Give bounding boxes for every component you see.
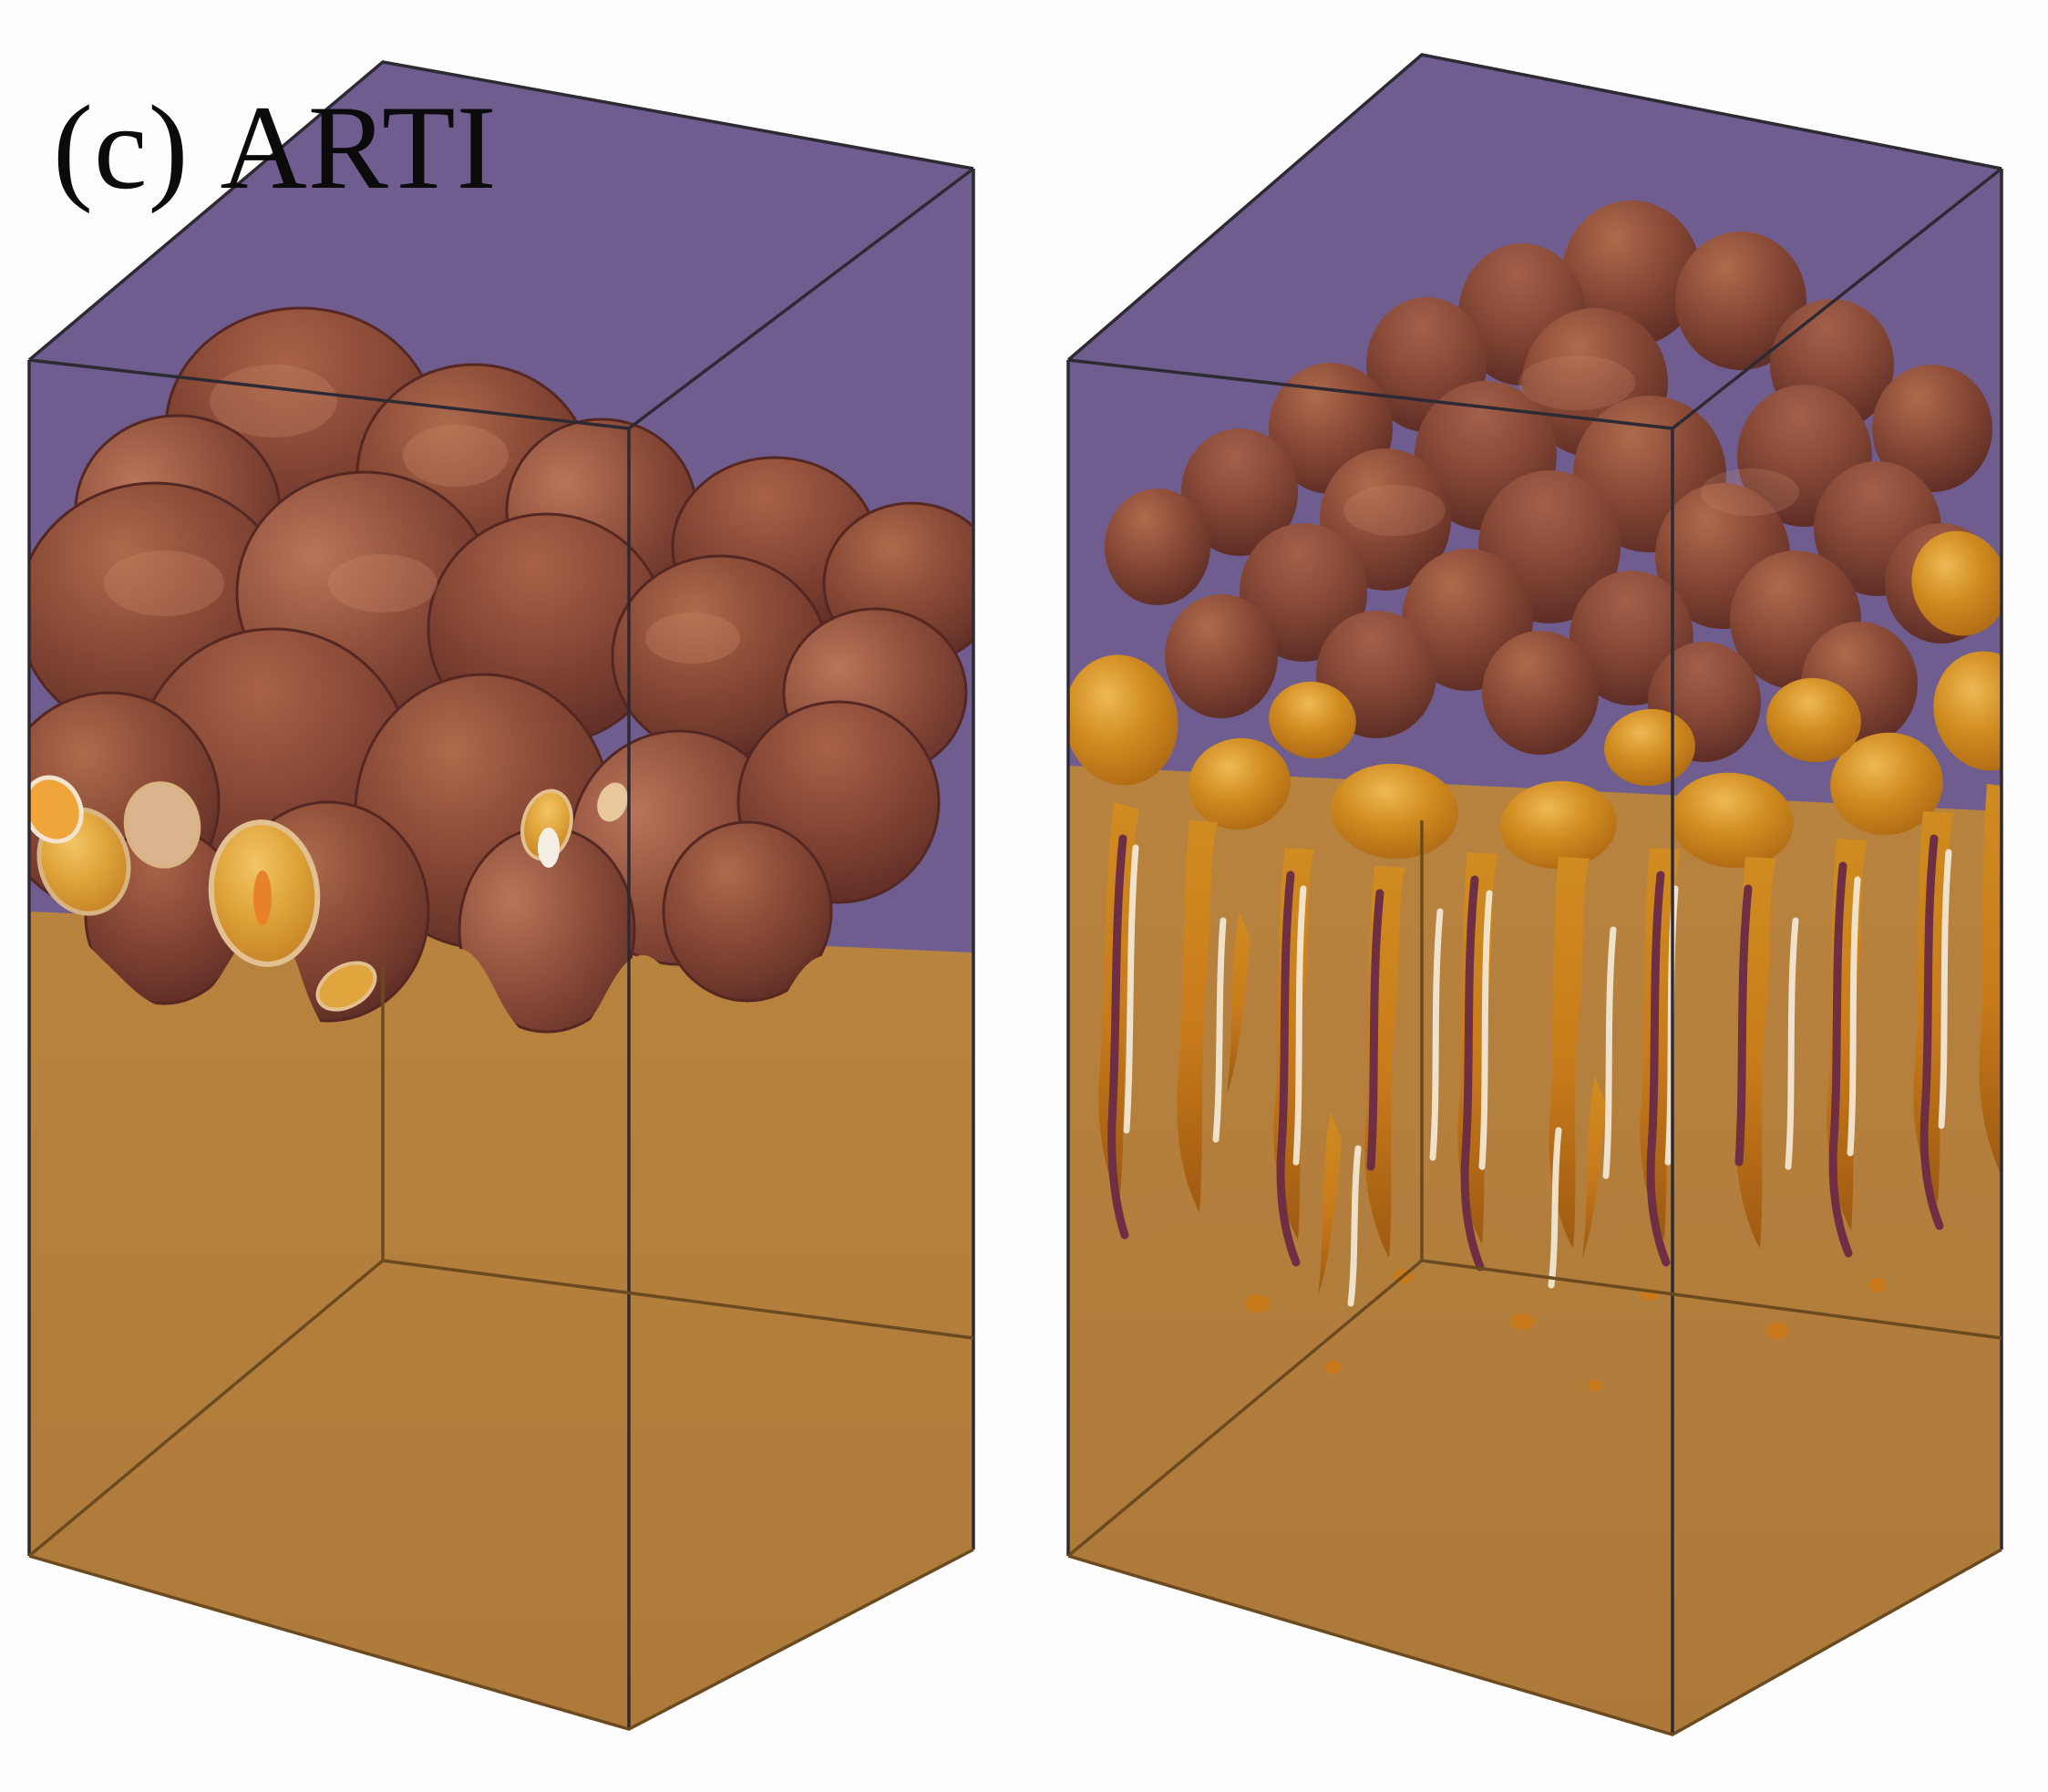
crti-structures bbox=[1068, 201, 2002, 1735]
box-edges-c bbox=[27, 60, 975, 1729]
box-edges-lower-c bbox=[27, 966, 974, 1731]
bubble-cluster-d bbox=[1105, 201, 1998, 762]
box-edges-lower-d bbox=[1066, 820, 2002, 1736]
bubble-highlights-c bbox=[104, 365, 740, 664]
panel-title-arti: ARTI bbox=[220, 80, 498, 214]
box-edges-d bbox=[1066, 53, 2003, 1735]
spike-cross-sections-c bbox=[29, 775, 628, 1012]
panel-tag-c: (c) bbox=[53, 80, 190, 214]
bubble-shadows-d bbox=[1343, 355, 1799, 536]
panel-arti: (c) ARTI bbox=[0, 0, 1012, 1792]
interface-surface-c bbox=[29, 915, 973, 1729]
filament-cores-d bbox=[1107, 834, 1944, 1272]
arti-structures bbox=[29, 306, 973, 1729]
arti-render bbox=[27, 60, 975, 1731]
crti-render bbox=[1066, 53, 2003, 1736]
highlight-streaks-d bbox=[1123, 844, 1952, 1307]
panel-label-arti: (c) ARTI bbox=[53, 88, 498, 208]
panel-crti: (d)CRTI bbox=[1012, 0, 2048, 1792]
